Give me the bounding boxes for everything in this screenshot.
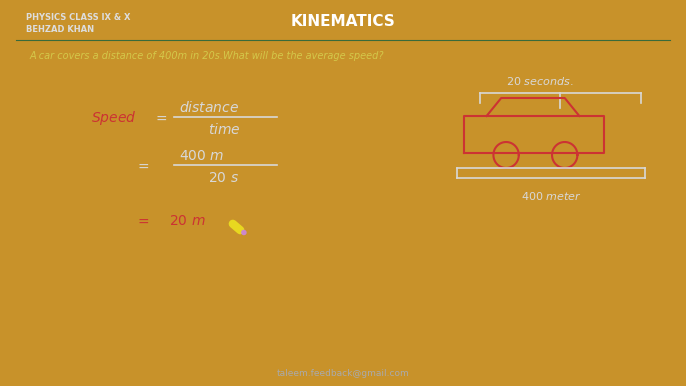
Text: A car covers a distance of 400m in 20s.What will be the average speed?: A car covers a distance of 400m in 20s.W… bbox=[29, 51, 384, 61]
Text: $=$: $=$ bbox=[135, 214, 150, 228]
Text: $=$: $=$ bbox=[135, 159, 150, 173]
Text: $time$: $time$ bbox=[209, 122, 241, 137]
Text: $=$: $=$ bbox=[152, 111, 167, 125]
Text: PHYSICS CLASS IX & X: PHYSICS CLASS IX & X bbox=[25, 14, 130, 22]
Text: $Speed$: $Speed$ bbox=[91, 109, 137, 127]
Text: $distance$: $distance$ bbox=[179, 100, 239, 115]
Text: BEHZAD KHAN: BEHZAD KHAN bbox=[25, 25, 94, 34]
Text: taleem.feedback@gmail.com: taleem.feedback@gmail.com bbox=[276, 369, 410, 378]
Text: $20\ m$: $20\ m$ bbox=[169, 214, 206, 228]
Text: $400\ meter$: $400\ meter$ bbox=[521, 190, 582, 202]
Text: KINEMATICS: KINEMATICS bbox=[291, 15, 395, 29]
Text: $20\ s$: $20\ s$ bbox=[209, 171, 239, 185]
Text: $400\ m$: $400\ m$ bbox=[179, 149, 224, 163]
Text: $20\ seconds.$: $20\ seconds.$ bbox=[506, 75, 573, 87]
